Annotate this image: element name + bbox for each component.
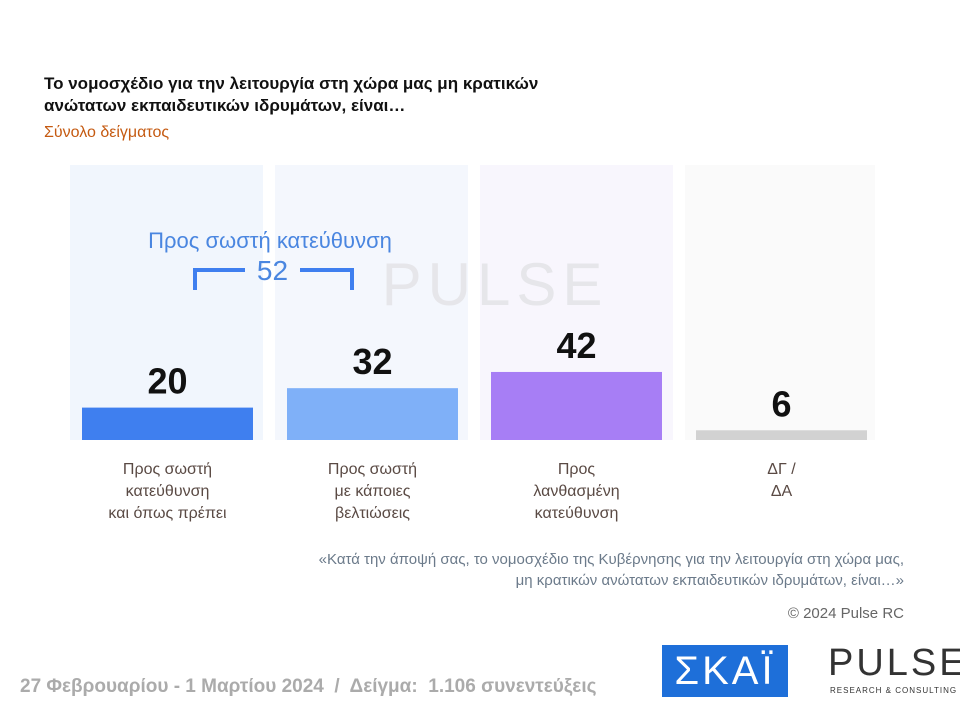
value-label: 32 [352,341,392,382]
value-label: 20 [147,361,187,402]
watermark: PULSE [382,251,609,318]
panel [685,165,875,440]
bar [696,430,867,440]
bar [82,407,253,440]
pulse-logo: PULSE [828,642,960,684]
bars: 20 32 42 6 [82,325,867,440]
value-label: 42 [556,325,596,366]
bar [287,388,458,440]
bracket-left [193,268,245,290]
copyright: © 2024 Pulse RC [787,605,904,622]
subtitle: Σύνολο δείγματος [44,124,170,141]
column-panels [70,165,875,440]
chart-title: Το νομοσχέδιο για την λειτουργία στη χώρ… [44,74,539,115]
question-note: «Κατά την άποψή σας, το νομοσχέδιο της Κ… [318,551,904,589]
annotation-label: Προς σωστή κατεύθυνση [148,228,392,253]
skai-logo: ΣΚΑΪ [662,645,788,697]
category-label: Προς σωστή κατεύθυνση και όπως πρέπει [108,461,227,522]
category-label: Προς σωστή με κάποιες βελτιώσεις [327,461,418,522]
panel [70,165,263,440]
category-label: ΔΓ / ΔΑ [767,461,796,500]
annotation-value: 52 [256,255,289,286]
pulse-logo-sub: RESEARCH & CONSULTING [830,686,958,695]
bracket-right [300,268,354,290]
value-label: 6 [771,383,791,424]
category-label: Προς λανθασμένη κατεύθυνση [533,461,620,522]
bracket [193,268,354,290]
footer: 27 Φεβρουαρίου - 1 Μαρτίου 2024 / Δείγμα… [20,676,597,697]
bar [491,371,662,440]
